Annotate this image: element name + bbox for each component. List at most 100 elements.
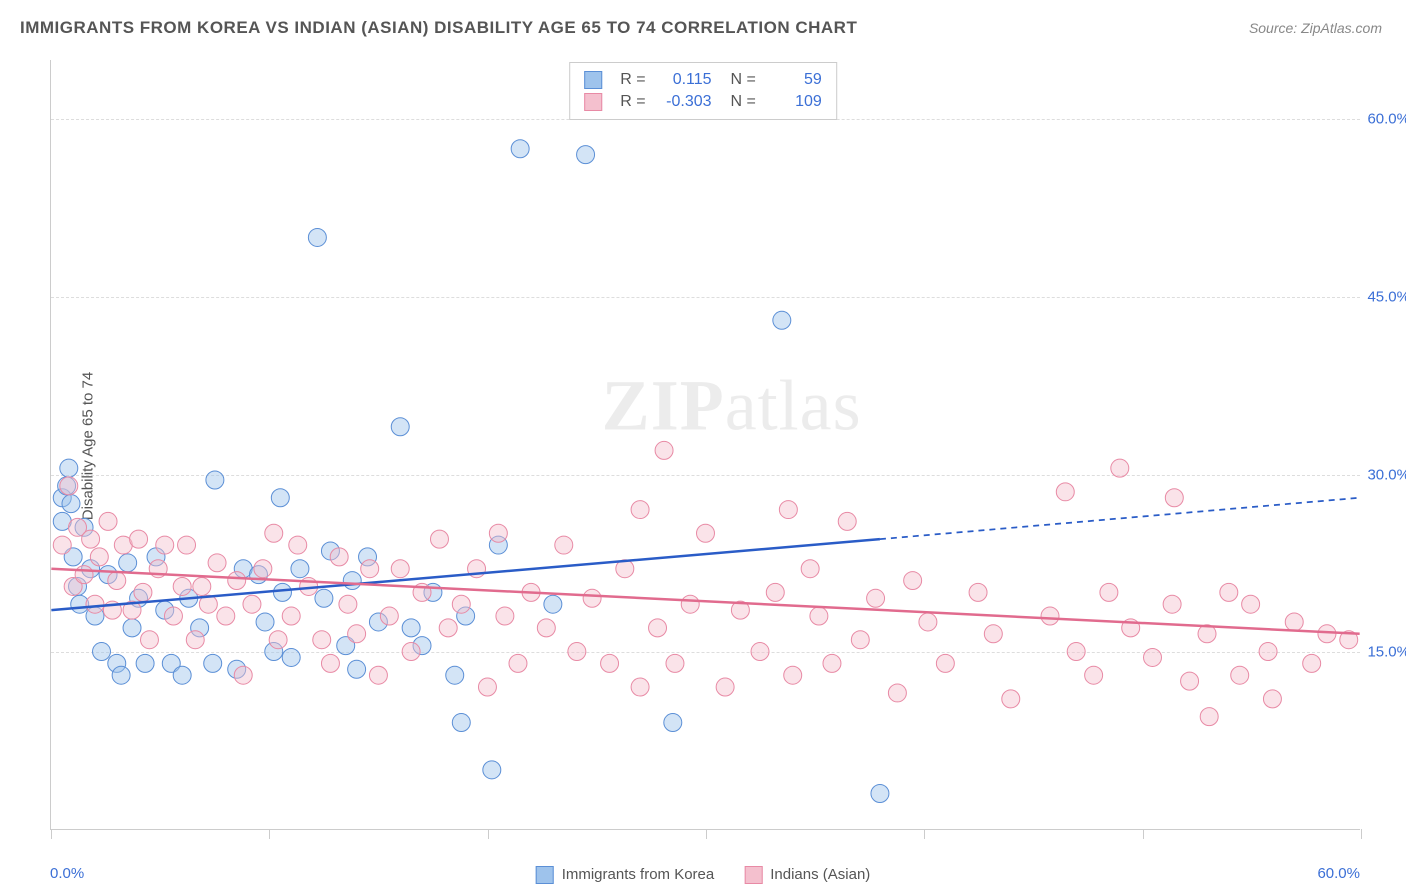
data-point <box>446 666 464 684</box>
data-point <box>681 595 699 613</box>
data-point <box>716 678 734 696</box>
series-swatch-korea <box>536 866 554 884</box>
data-point <box>361 560 379 578</box>
data-point <box>544 595 562 613</box>
series-legend: Immigrants from Korea Indians (Asian) <box>536 866 871 884</box>
data-point <box>1200 708 1218 726</box>
data-point <box>173 577 191 595</box>
data-point <box>664 714 682 732</box>
data-point <box>801 560 819 578</box>
chart-plot-area: ZIPatlas 15.0%30.0%45.0%60.0% <box>50 60 1360 830</box>
data-point <box>234 666 252 684</box>
x-tick <box>51 829 52 839</box>
x-tick <box>1143 829 1144 839</box>
data-point <box>666 654 684 672</box>
legend-n-label: N = <box>722 71 756 89</box>
data-point <box>1002 690 1020 708</box>
data-point <box>254 560 272 578</box>
data-point <box>321 654 339 672</box>
data-point <box>348 660 366 678</box>
data-point <box>313 631 331 649</box>
data-point <box>1285 613 1303 631</box>
y-tick-label: 15.0% <box>1367 644 1406 661</box>
data-point <box>178 536 196 554</box>
data-point <box>86 595 104 613</box>
data-point <box>936 654 954 672</box>
data-point <box>655 441 673 459</box>
data-point <box>271 489 289 507</box>
legend-r-label: R = <box>620 93 645 111</box>
data-point <box>1220 583 1238 601</box>
data-point <box>631 501 649 519</box>
legend-swatch-korea <box>584 71 602 89</box>
data-point <box>1263 690 1281 708</box>
data-point <box>1259 643 1277 661</box>
data-point <box>282 607 300 625</box>
x-tick <box>1361 829 1362 839</box>
data-point <box>452 595 470 613</box>
data-point <box>888 684 906 702</box>
data-point <box>164 607 182 625</box>
data-point <box>308 228 326 246</box>
data-point <box>773 311 791 329</box>
data-point <box>99 512 117 530</box>
data-point <box>93 643 111 661</box>
data-point <box>289 536 307 554</box>
data-point <box>282 648 300 666</box>
data-point <box>1111 459 1129 477</box>
data-point <box>1163 595 1181 613</box>
data-point <box>339 595 357 613</box>
data-point <box>108 572 126 590</box>
data-point <box>204 654 222 672</box>
legend-row-korea: R = 0.115 N = 59 <box>584 69 822 91</box>
series-legend-indian: Indians (Asian) <box>744 866 870 884</box>
data-point <box>60 459 78 477</box>
legend-r-label: R = <box>620 71 645 89</box>
data-point <box>273 583 291 601</box>
data-point <box>402 643 420 661</box>
data-point <box>483 761 501 779</box>
data-point <box>984 625 1002 643</box>
data-point <box>291 560 309 578</box>
data-point <box>439 619 457 637</box>
data-point <box>380 607 398 625</box>
data-point <box>269 631 287 649</box>
y-tick-label: 45.0% <box>1367 288 1406 305</box>
data-point <box>90 548 108 566</box>
data-point <box>867 589 885 607</box>
data-point <box>391 418 409 436</box>
data-point <box>62 495 80 513</box>
series-swatch-indian <box>744 866 762 884</box>
data-point <box>430 530 448 548</box>
data-point <box>1231 666 1249 684</box>
data-point <box>112 666 130 684</box>
data-point <box>1144 648 1162 666</box>
data-point <box>206 471 224 489</box>
data-point <box>1165 489 1183 507</box>
data-point <box>1041 607 1059 625</box>
data-point <box>583 589 601 607</box>
data-point <box>369 666 387 684</box>
data-point <box>140 631 158 649</box>
correlation-legend: R = 0.115 N = 59 R = -0.303 N = 109 <box>569 62 837 120</box>
x-tick <box>488 829 489 839</box>
data-point <box>243 595 261 613</box>
data-point <box>919 613 937 631</box>
data-point <box>1067 643 1085 661</box>
data-point <box>478 678 496 696</box>
data-point <box>649 619 667 637</box>
series-legend-korea: Immigrants from Korea <box>536 866 715 884</box>
data-point <box>391 560 409 578</box>
data-point <box>53 536 71 554</box>
data-point <box>969 583 987 601</box>
x-tick <box>924 829 925 839</box>
data-point <box>130 530 148 548</box>
data-point <box>134 583 152 601</box>
data-point <box>265 524 283 542</box>
data-point <box>256 613 274 631</box>
data-point <box>511 140 529 158</box>
data-point <box>1056 483 1074 501</box>
data-point <box>217 607 235 625</box>
data-point <box>601 654 619 672</box>
data-point <box>904 572 922 590</box>
